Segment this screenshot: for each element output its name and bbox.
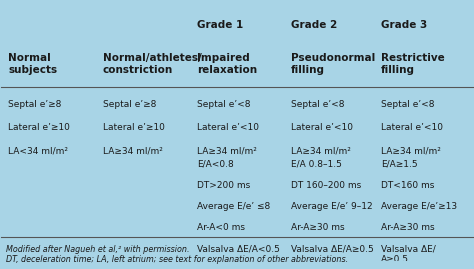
Text: Septal e’≥8: Septal e’≥8 — [9, 100, 62, 109]
Text: Septal e’<8: Septal e’<8 — [381, 100, 434, 109]
Text: Septal e’≥8: Septal e’≥8 — [103, 100, 156, 109]
Text: LA≥34 ml/m²: LA≥34 ml/m² — [291, 147, 351, 155]
Text: Septal e’<8: Septal e’<8 — [197, 100, 250, 109]
Text: DT 160–200 ms: DT 160–200 ms — [291, 181, 362, 190]
Text: E/A 0.8–1.5: E/A 0.8–1.5 — [291, 160, 342, 169]
Text: Ar-A≥30 ms: Ar-A≥30 ms — [381, 223, 434, 232]
Text: Average E/e’ 9–12: Average E/e’ 9–12 — [291, 202, 373, 211]
Text: LA≥34 ml/m²: LA≥34 ml/m² — [197, 147, 257, 155]
Text: Normal
subjects: Normal subjects — [9, 53, 57, 75]
Text: Grade 2: Grade 2 — [291, 20, 337, 30]
Text: Ar-A<0 ms: Ar-A<0 ms — [197, 223, 245, 232]
Text: Lateral e’<10: Lateral e’<10 — [291, 123, 353, 132]
Text: Valsalva ΔE/A≥0.5: Valsalva ΔE/A≥0.5 — [291, 245, 374, 254]
Text: Grade 3: Grade 3 — [381, 20, 427, 30]
Text: Grade 1: Grade 1 — [197, 20, 243, 30]
Text: LA≥34 ml/m²: LA≥34 ml/m² — [381, 147, 441, 155]
Text: Lateral e’≥10: Lateral e’≥10 — [9, 123, 70, 132]
Text: Average E/e’≥13: Average E/e’≥13 — [381, 202, 457, 211]
Text: Ar-A≥30 ms: Ar-A≥30 ms — [291, 223, 345, 232]
Text: DT>200 ms: DT>200 ms — [197, 181, 250, 190]
Text: Restrictive
filling: Restrictive filling — [381, 53, 445, 75]
Text: DT<160 ms: DT<160 ms — [381, 181, 434, 190]
Text: Impaired
relaxation: Impaired relaxation — [197, 53, 257, 75]
Text: Modified after Nagueh et al,² with permission.
DT, deceleration time; LA, left a: Modified after Nagueh et al,² with permi… — [6, 245, 348, 264]
Text: Valsalva ΔE/A<0.5: Valsalva ΔE/A<0.5 — [197, 245, 280, 254]
Text: E/A≥1.5: E/A≥1.5 — [381, 160, 417, 169]
Text: E/A<0.8: E/A<0.8 — [197, 160, 234, 169]
Text: Normal/athletes/
constriction: Normal/athletes/ constriction — [103, 53, 201, 75]
Text: Lateral e’<10: Lateral e’<10 — [381, 123, 443, 132]
Text: LA≥34 ml/m²: LA≥34 ml/m² — [103, 147, 163, 155]
Text: Average E/e’ ≤8: Average E/e’ ≤8 — [197, 202, 270, 211]
Text: Septal e’<8: Septal e’<8 — [291, 100, 345, 109]
Text: Lateral e’≥10: Lateral e’≥10 — [103, 123, 164, 132]
Text: Pseudonormal
filling: Pseudonormal filling — [291, 53, 375, 75]
Text: LA<34 ml/m²: LA<34 ml/m² — [9, 147, 68, 155]
Text: Valsalva ΔE/
A≥0.5: Valsalva ΔE/ A≥0.5 — [381, 245, 436, 264]
Text: Lateral e’<10: Lateral e’<10 — [197, 123, 259, 132]
